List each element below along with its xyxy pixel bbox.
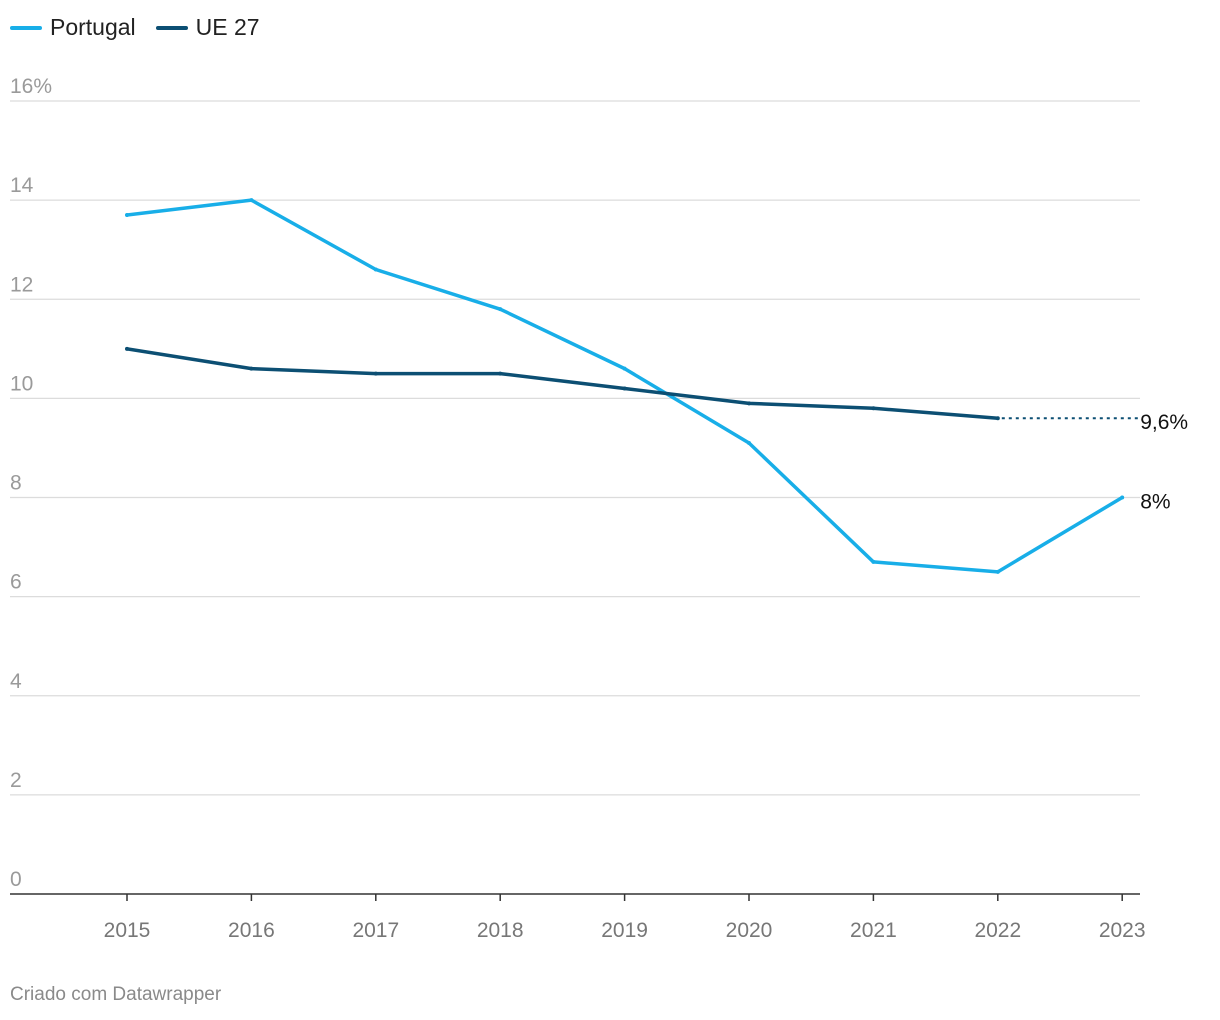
y-tick-label: 4 — [10, 670, 22, 693]
x-tick-label: 2017 — [352, 919, 399, 942]
series-line-portugal — [125, 198, 1124, 574]
data-point — [995, 569, 1000, 574]
data-point — [995, 416, 1000, 421]
y-tick-label: 0 — [10, 868, 22, 891]
data-point — [373, 267, 378, 272]
legend-item-portugal: Portugal — [10, 14, 136, 41]
x-tick-label: 2023 — [1099, 919, 1146, 942]
data-point — [871, 406, 876, 411]
data-point — [747, 401, 751, 406]
data-point — [622, 386, 627, 391]
data-point — [747, 440, 751, 445]
y-tick-label: 10 — [10, 372, 33, 395]
x-tick-label: 2015 — [104, 919, 151, 942]
y-tick-label: 14 — [10, 174, 34, 197]
y-tick-label: 2 — [10, 769, 22, 792]
y-tick-label: 16% — [10, 75, 52, 98]
end-value-label: 8% — [1140, 491, 1170, 514]
legend-swatch-ue27 — [155, 25, 188, 30]
y-tick-label: 6 — [10, 571, 22, 594]
y-tick-label: 12 — [10, 273, 33, 296]
legend-label-ue27: UE 27 — [195, 14, 260, 40]
x-tick-label: 2020 — [726, 919, 773, 942]
data-point — [373, 371, 378, 376]
x-tick-label: 2021 — [850, 919, 897, 942]
x-tick-label: 2019 — [601, 919, 648, 942]
data-point — [249, 198, 254, 203]
x-tick-label: 2018 — [477, 919, 524, 942]
data-point — [125, 346, 129, 351]
series-line-ue-27 — [125, 347, 1000, 420]
legend-swatch-portugal — [10, 25, 42, 30]
data-point — [249, 366, 254, 371]
data-point — [622, 366, 627, 371]
y-tick-label: 8 — [10, 472, 22, 495]
data-point — [1120, 495, 1125, 500]
x-tick-label: 2022 — [974, 919, 1021, 942]
legend-label-portugal: Portugal — [50, 14, 136, 40]
footer-credit: Criado com Datawrapper — [10, 984, 222, 1005]
data-point — [125, 212, 129, 217]
end-value-label: 9,6% — [1140, 411, 1188, 434]
data-point — [871, 559, 876, 564]
x-tick-label: 2016 — [228, 919, 275, 942]
legend-item-ue27: UE 27 — [155, 14, 260, 41]
data-point — [498, 371, 503, 376]
data-point — [498, 307, 503, 312]
legend: Portugal UE 27 — [10, 14, 260, 41]
